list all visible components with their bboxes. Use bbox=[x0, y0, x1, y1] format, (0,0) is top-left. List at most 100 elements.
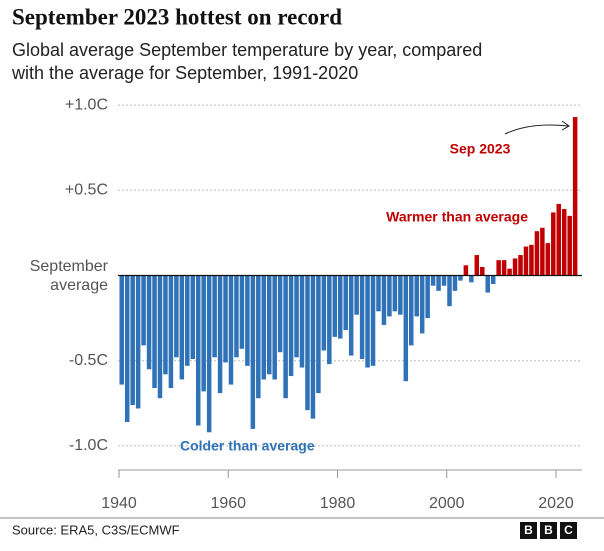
bar bbox=[206, 275, 212, 433]
annotation: Colder than average bbox=[180, 438, 315, 454]
bar bbox=[228, 275, 234, 385]
logo-letter: C bbox=[564, 523, 573, 537]
bar bbox=[294, 275, 299, 358]
bar bbox=[288, 275, 294, 377]
bar bbox=[234, 275, 239, 358]
bar bbox=[545, 243, 551, 276]
chart-title: September 2023 hottest on record bbox=[12, 4, 342, 29]
bar bbox=[256, 275, 261, 399]
arrow-head bbox=[561, 120, 570, 131]
source: Source: ERA5, C3S/ECMWF bbox=[12, 522, 180, 537]
subtitle-line: Global average September temperature by … bbox=[12, 40, 482, 60]
logo-box bbox=[540, 522, 557, 539]
bar bbox=[496, 260, 501, 276]
bar bbox=[316, 275, 321, 394]
y-tick-label: -1.0C bbox=[69, 437, 108, 454]
bar bbox=[223, 275, 228, 363]
bar bbox=[370, 275, 376, 366]
bar bbox=[392, 275, 398, 312]
bar bbox=[551, 212, 556, 276]
bar bbox=[348, 275, 354, 356]
bar bbox=[529, 244, 534, 276]
bar bbox=[507, 268, 512, 276]
bar bbox=[305, 275, 310, 411]
x-tick-label: 2000 bbox=[429, 495, 465, 512]
bar bbox=[152, 275, 157, 388]
bar bbox=[299, 275, 305, 368]
bar bbox=[409, 275, 414, 346]
bar bbox=[381, 275, 387, 325]
bar bbox=[441, 275, 447, 286]
x-tick-label: 1960 bbox=[210, 495, 246, 512]
bar bbox=[310, 275, 316, 419]
bar bbox=[277, 275, 283, 353]
bar bbox=[518, 255, 523, 276]
bar bbox=[195, 275, 201, 426]
bar bbox=[501, 260, 507, 276]
bar bbox=[463, 265, 469, 276]
y-tick-label: +0.5C bbox=[65, 182, 108, 199]
annotation: Warmer than average bbox=[386, 209, 528, 225]
bar bbox=[561, 209, 567, 276]
bar bbox=[414, 275, 419, 317]
bar bbox=[512, 258, 518, 276]
bar bbox=[436, 275, 441, 291]
bar bbox=[540, 227, 545, 276]
bar bbox=[174, 275, 179, 358]
bar bbox=[327, 275, 332, 365]
bar bbox=[245, 275, 250, 366]
bar bbox=[163, 275, 168, 375]
logo-box bbox=[520, 522, 537, 539]
bar bbox=[141, 275, 146, 346]
bar bbox=[130, 275, 135, 406]
bar bbox=[283, 275, 288, 399]
bar bbox=[419, 275, 425, 334]
bar bbox=[398, 275, 403, 315]
bar bbox=[119, 275, 124, 385]
bar bbox=[201, 275, 206, 392]
bar bbox=[452, 275, 458, 291]
bar bbox=[343, 275, 348, 331]
bar bbox=[212, 275, 217, 358]
bar bbox=[266, 275, 272, 375]
bar bbox=[556, 203, 561, 276]
y-tick-label: September average bbox=[29, 257, 108, 294]
bar bbox=[332, 275, 338, 337]
bar bbox=[168, 275, 174, 388]
bar bbox=[157, 275, 163, 399]
bar bbox=[217, 275, 223, 394]
x-tick-label: 1940 bbox=[101, 495, 137, 512]
y-tick-label: +1.0C bbox=[65, 96, 108, 113]
bar bbox=[354, 275, 359, 315]
logo-box bbox=[560, 522, 577, 539]
bar bbox=[469, 275, 474, 283]
bar bbox=[239, 275, 245, 349]
bar bbox=[474, 255, 480, 276]
bar bbox=[387, 275, 392, 317]
bar bbox=[425, 275, 430, 319]
bar bbox=[523, 246, 529, 276]
annotation-arrow bbox=[504, 124, 569, 135]
bar bbox=[321, 275, 327, 351]
subtitle-line: with the average for September, 1991-202… bbox=[11, 63, 358, 83]
bar bbox=[146, 275, 152, 370]
bar bbox=[135, 275, 141, 409]
bar bbox=[190, 275, 196, 360]
bar bbox=[179, 275, 185, 380]
bar bbox=[261, 275, 267, 380]
bar bbox=[490, 275, 496, 285]
bar bbox=[338, 275, 343, 339]
bar bbox=[447, 275, 452, 307]
bar bbox=[272, 275, 277, 380]
bar bbox=[485, 275, 490, 293]
y-tick-label: -0.5C bbox=[69, 352, 108, 369]
bar bbox=[250, 275, 256, 429]
bar bbox=[430, 275, 436, 286]
bar bbox=[185, 275, 190, 366]
bar bbox=[458, 275, 463, 281]
bar bbox=[567, 215, 572, 276]
bar bbox=[572, 116, 578, 276]
bar bbox=[534, 231, 540, 276]
